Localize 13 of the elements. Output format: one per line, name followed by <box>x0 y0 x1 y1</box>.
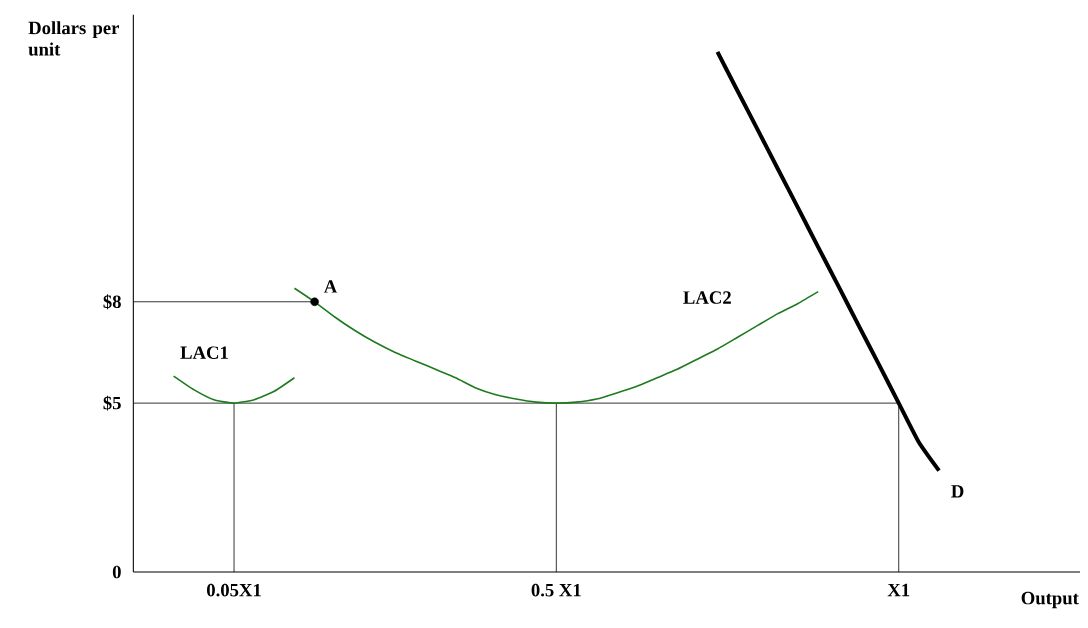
y-tick-label: $8 <box>103 294 121 310</box>
series-label: D <box>951 485 964 498</box>
annotation: A <box>323 280 338 293</box>
series-label: LAC1 <box>180 346 228 359</box>
y-tick-label: $5 <box>103 395 121 411</box>
series-label: LAC2 <box>683 291 731 304</box>
x-tick-label: X1 <box>887 583 910 597</box>
y-tick-label: 0 <box>112 565 121 579</box>
x-axis-title: Output <box>1021 591 1079 609</box>
x-tick-label: 0.5 X1 <box>531 583 581 597</box>
y-axis-title: Dollars per unit <box>28 21 120 56</box>
line-series <box>172 375 296 404</box>
x-tick-label: 0.05X1 <box>207 583 261 597</box>
